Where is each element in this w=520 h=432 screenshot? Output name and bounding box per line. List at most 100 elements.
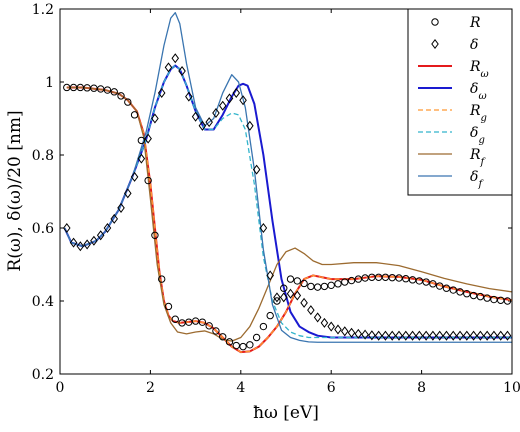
data-point-delta [151,113,159,124]
data-point-delta [63,222,71,234]
data-point-r [205,322,213,330]
data-point-delta [286,288,295,299]
data-point-r [307,282,315,291]
data-point-delta [483,330,491,341]
data-point-delta [83,239,91,250]
legend-label-r-f: Rf [469,147,487,168]
data-point-delta [361,329,369,340]
data-point-r [320,282,329,291]
data-point-r [415,277,424,285]
data-point-r [117,92,125,100]
data-point-delta [395,330,403,341]
y-tick-label: 0.2 [32,367,54,383]
data-point-r [341,278,349,286]
data-point-delta [164,62,173,73]
data-point-delta [212,107,220,119]
data-point-r [469,291,478,300]
data-point-delta [503,330,512,341]
y-tick-label: 1 [45,75,54,91]
x-tick-label: 2 [146,380,155,396]
x-tick-label: 4 [236,380,245,396]
data-point-r [225,338,234,346]
data-point-delta [171,53,180,64]
data-point-delta [381,330,390,341]
data-point-delta [252,164,261,175]
data-point-r [313,283,322,291]
data-point-r [431,18,439,26]
data-point-delta [408,330,417,341]
data-point-delta [469,330,478,341]
data-point-r [435,282,444,290]
data-point-r [463,290,471,298]
data-point-delta [347,327,356,338]
data-point-delta [232,87,241,98]
legend-label-delta: δ [470,37,478,53]
data-point-r [252,333,261,342]
legend-label-delta-g: δg [470,125,485,146]
data-point-r [273,297,281,305]
data-point-delta [205,117,213,128]
y-axis-label: R(ω), δ(ω)/20 [nm] [5,110,25,271]
data-point-delta [218,100,227,111]
data-point-delta [69,237,78,248]
data-point-delta [96,230,105,241]
data-point-r [408,276,417,284]
y-tick-label: 0.4 [32,294,54,310]
data-point-delta [225,93,234,104]
data-point-delta [388,330,396,341]
data-point-r [110,88,118,96]
data-point-delta [90,235,98,246]
data-point-delta [137,153,146,164]
data-point-delta [449,330,458,341]
data-point-delta [422,330,430,341]
data-point-delta [463,330,471,341]
data-point-r [503,297,512,305]
data-point-delta [266,270,274,281]
data-point-r [354,275,363,283]
data-point-r [130,111,139,119]
y-tick-label: 0.8 [32,148,54,164]
data-point-delta [340,326,349,337]
data-point-r [429,280,437,288]
data-point-delta [476,330,485,341]
data-point-r [219,333,227,341]
data-point-r [286,275,295,283]
data-point-delta [157,87,166,98]
data-point-r [422,278,430,286]
data-point-delta [435,330,444,341]
data-point-delta [279,292,288,303]
data-point-delta [429,330,437,341]
data-point-r [449,286,457,294]
x-tick-label: 8 [417,380,426,396]
data-point-delta [273,292,281,303]
data-point-r [456,288,464,296]
data-point-delta [178,66,186,77]
data-point-delta [313,312,322,323]
data-point-delta [442,330,451,341]
data-point-r [293,277,301,285]
data-point-r [212,327,220,335]
data-point-delta [144,133,152,144]
data-point-r [158,275,166,283]
data-point-delta [76,241,85,252]
legend-label-delta-omega: δω [470,81,487,102]
y-tick-label: 1.2 [32,2,54,18]
data-point-delta [117,202,125,213]
x-axis-label: ħω [eV] [253,403,319,423]
data-point-delta [110,213,119,224]
data-point-delta [374,330,383,341]
data-point-r [259,322,268,331]
data-point-r [96,85,105,93]
data-point-r [151,231,159,240]
data-point-delta [307,305,315,316]
legend-label-r-omega: Rω [469,59,489,80]
x-tick-label: 0 [56,380,65,396]
data-point-r [171,315,179,323]
data-point-delta [496,330,505,341]
data-point-r [137,136,146,145]
data-point-delta [259,222,268,234]
data-point-r [164,302,173,311]
data-point-r [246,341,254,349]
data-point-r [144,176,152,185]
